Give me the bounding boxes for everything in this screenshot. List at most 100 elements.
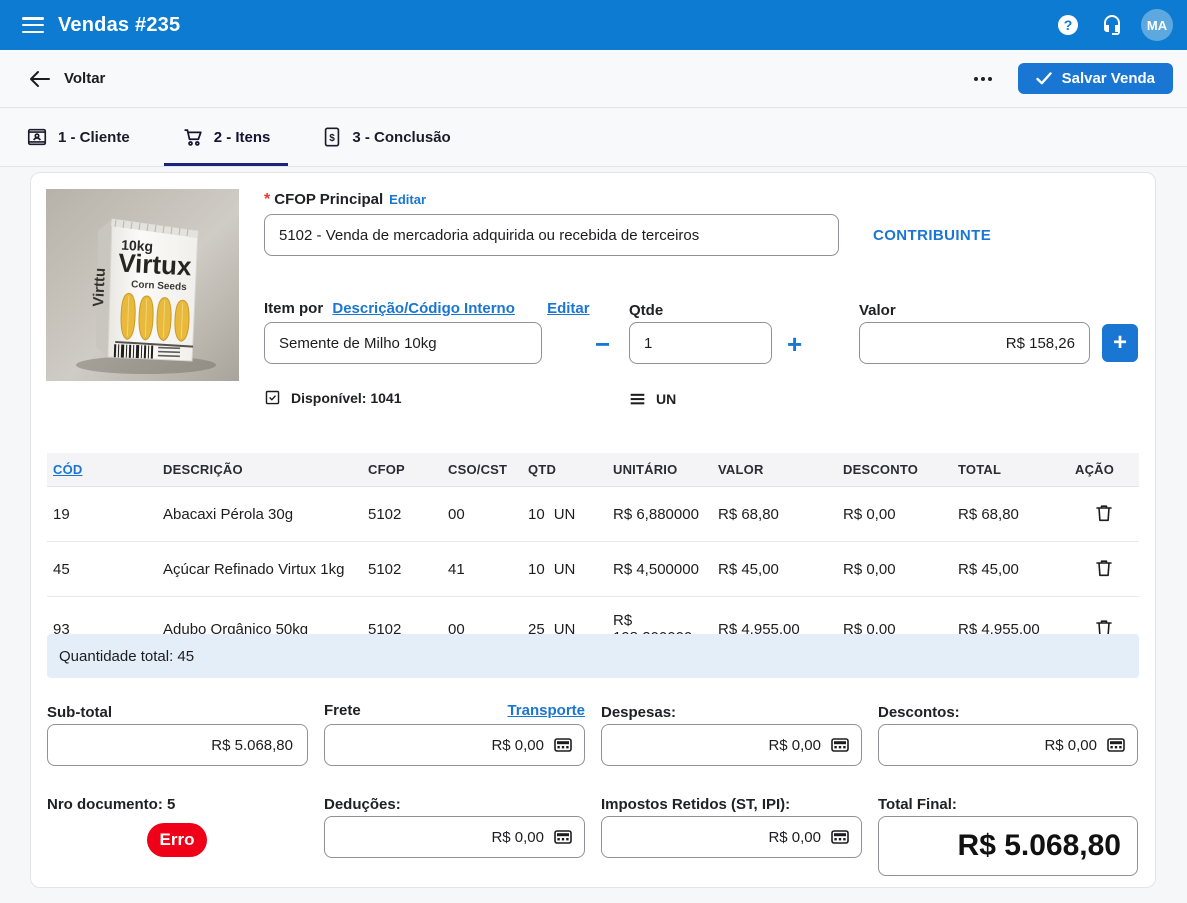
item-by-label: Item por	[264, 300, 323, 317]
col-cod-sort-link[interactable]: CÓD	[53, 462, 83, 477]
app-bar: Vendas #235 ? MA	[0, 0, 1187, 50]
inventory-icon	[264, 389, 281, 406]
cfop-label-row: *CFOP PrincipalEditar	[264, 191, 426, 209]
unit-row: UN	[629, 391, 676, 407]
despesas-label: Despesas:	[601, 704, 676, 721]
frete-field	[324, 724, 585, 766]
calculator-icon[interactable]	[554, 738, 572, 752]
delete-item-button[interactable]	[1094, 557, 1114, 579]
calculator-icon[interactable]	[554, 830, 572, 844]
cell-cso: 41	[442, 542, 522, 597]
calculator-icon[interactable]	[831, 738, 849, 752]
save-sale-label: Salvar Venda	[1062, 70, 1155, 87]
frete-label-row: Frete Transporte	[324, 702, 585, 719]
back-arrow-icon	[28, 70, 50, 88]
qty-input[interactable]	[629, 322, 772, 364]
help-button[interactable]: ?	[1053, 10, 1083, 40]
calculator-icon[interactable]	[1107, 738, 1125, 752]
tab-itens[interactable]: 2 - Itens	[156, 108, 297, 166]
stock-available-label: Disponível: 1041	[291, 390, 402, 406]
cfop-edit-link[interactable]: Editar	[389, 192, 426, 207]
despesas-input[interactable]	[614, 737, 821, 754]
back-button[interactable]: Voltar	[28, 70, 105, 88]
cart-icon	[182, 126, 204, 148]
contact-badge-icon	[26, 126, 48, 148]
cfop-input[interactable]	[264, 214, 839, 256]
col-cfop: CFOP	[362, 453, 442, 487]
item-mode-link[interactable]: Descrição/Código Interno	[332, 300, 515, 317]
table-header-row: CÓD DESCRIÇÃO CFOP CSO/CST QTD UNITÁRIO …	[47, 453, 1139, 487]
hamburger-menu-icon[interactable]	[22, 17, 44, 33]
avatar[interactable]: MA	[1141, 9, 1173, 41]
descontos-input[interactable]	[891, 737, 1097, 754]
deducoes-label: Deduções:	[324, 796, 401, 813]
total-final-label: Total Final:	[878, 796, 957, 813]
trash-icon	[1096, 559, 1112, 577]
tab-conclusao[interactable]: $ 3 - Conclusão	[296, 108, 476, 166]
cell-cfop: 5102	[362, 542, 442, 597]
cell-cso: 00	[442, 487, 522, 542]
col-acao: AÇÃO	[1069, 453, 1139, 487]
col-qtd: QTD	[522, 453, 607, 487]
svg-text:?: ?	[1064, 17, 1073, 33]
transporte-link[interactable]: Transporte	[507, 702, 585, 719]
cell-qtd: 10UN	[522, 542, 607, 597]
sale-items-panel: Virttu 10kg Virtux Corn Seeds	[30, 172, 1156, 888]
item-edit-link[interactable]: Editar	[547, 300, 590, 317]
col-unitario: UNITÁRIO	[607, 453, 712, 487]
cell-cod: 19	[47, 487, 157, 542]
unit-label: UN	[656, 391, 676, 407]
frete-input[interactable]	[337, 737, 544, 754]
headset-icon	[1100, 13, 1124, 37]
cell-unitario: R$ 6,880000	[607, 487, 712, 542]
add-item-button[interactable]: +	[1102, 324, 1138, 362]
tax-status-label: CONTRIBUINTE	[873, 227, 991, 244]
subtotal-label: Sub-total	[47, 704, 112, 721]
cell-desconto: R$ 0,00	[837, 542, 952, 597]
impostos-input[interactable]	[614, 829, 821, 846]
descontos-field	[878, 724, 1138, 766]
help-icon: ?	[1056, 13, 1080, 37]
support-button[interactable]	[1097, 10, 1127, 40]
col-cso-cst: CSO/CST	[442, 453, 522, 487]
table-row: 45 Açúcar Refinado Virtux 1kg 5102 41 10…	[47, 542, 1139, 597]
cfop-label: CFOP Principal	[274, 191, 383, 208]
frete-label: Frete	[324, 702, 361, 719]
invoice-icon: $	[322, 126, 342, 148]
col-total: TOTAL	[952, 453, 1069, 487]
impostos-label: Impostos Retidos (ST, IPI):	[601, 796, 790, 813]
tab-itens-label: 2 - Itens	[214, 129, 271, 146]
svg-text:Virtux: Virtux	[118, 248, 193, 282]
more-options-button[interactable]	[968, 71, 998, 87]
svg-text:$: $	[330, 133, 336, 144]
cell-cod: 45	[47, 542, 157, 597]
save-sale-button[interactable]: Salvar Venda	[1018, 63, 1173, 94]
deducoes-field	[324, 816, 585, 858]
tab-conclusao-label: 3 - Conclusão	[352, 129, 450, 146]
cell-unitario: R$ 4,500000	[607, 542, 712, 597]
delete-item-button[interactable]	[1094, 502, 1114, 524]
qty-increment-button[interactable]: +	[783, 329, 806, 359]
error-badge[interactable]: Erro	[147, 823, 207, 857]
step-tabs: 1 - Cliente 2 - Itens $ 3 - Conclusão	[0, 108, 1187, 167]
item-description-input[interactable]	[264, 322, 542, 364]
check-icon	[1036, 72, 1052, 85]
calculator-icon[interactable]	[831, 830, 849, 844]
cell-descricao: Abacaxi Pérola 30g	[157, 487, 362, 542]
unit-list-icon	[629, 392, 646, 407]
col-valor: VALOR	[712, 453, 837, 487]
qty-decrement-button[interactable]: −	[591, 329, 614, 359]
tab-cliente[interactable]: 1 - Cliente	[0, 108, 156, 166]
subtotal-input[interactable]	[47, 724, 308, 766]
cell-total: R$ 45,00	[952, 542, 1069, 597]
cell-total: R$ 68,80	[952, 487, 1069, 542]
tab-cliente-label: 1 - Cliente	[58, 129, 130, 146]
cell-qtd: 10UN	[522, 487, 607, 542]
total-final-value: R$ 5.068,80	[878, 816, 1138, 876]
document-number-label: Nro documento: 5	[47, 796, 175, 813]
cell-cfop: 5102	[362, 487, 442, 542]
trash-icon	[1096, 504, 1112, 522]
product-image: Virttu 10kg Virtux Corn Seeds	[46, 189, 239, 381]
deducoes-input[interactable]	[337, 829, 544, 846]
unit-value-input[interactable]	[859, 322, 1090, 364]
